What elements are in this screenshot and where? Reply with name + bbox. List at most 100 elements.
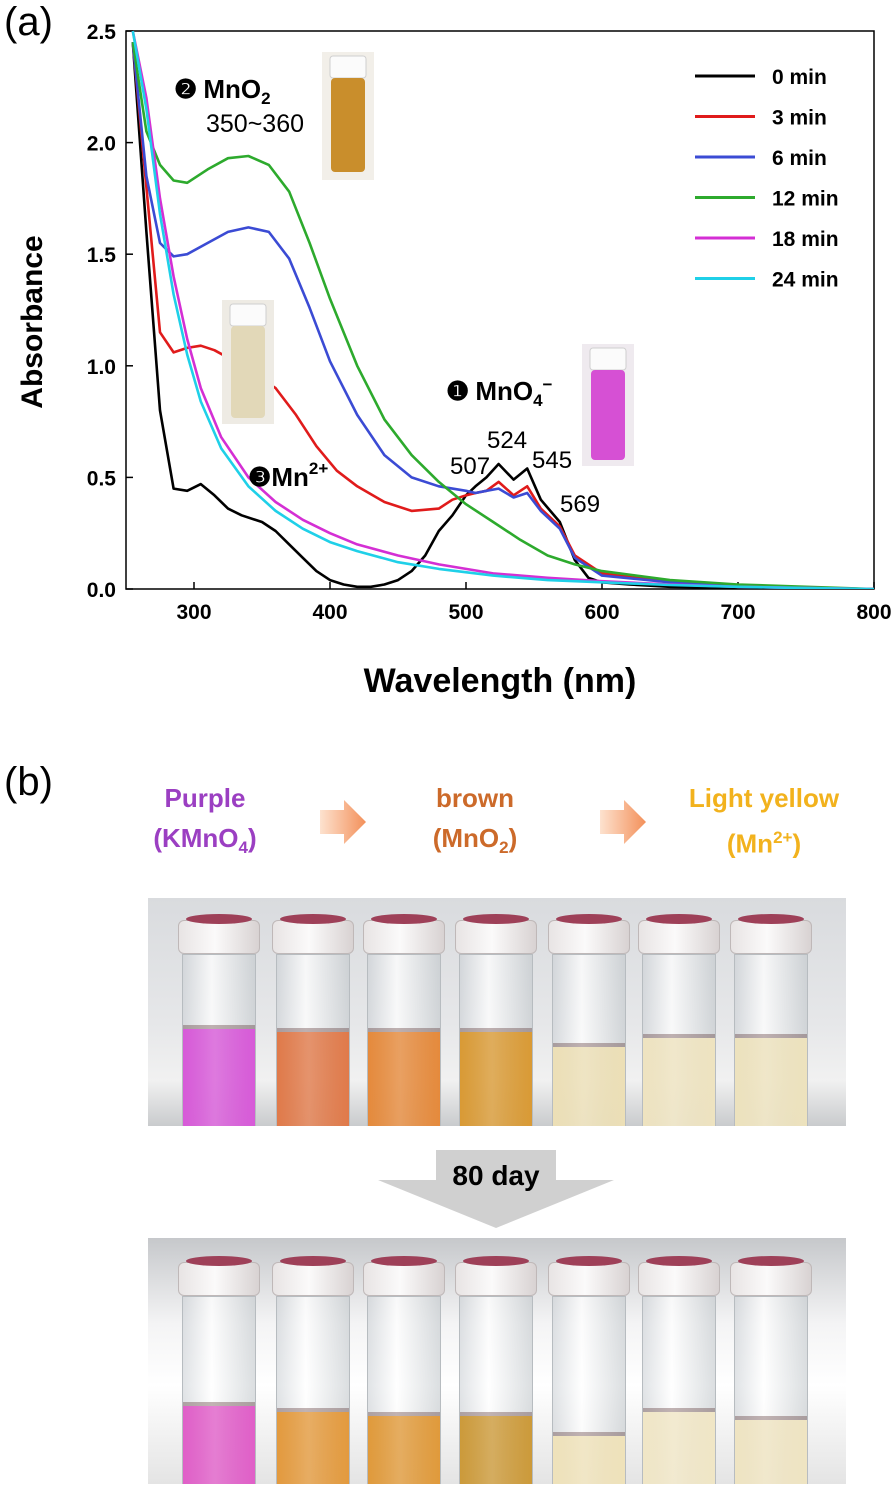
vial [363,914,445,1126]
vial-meniscus [553,1043,625,1047]
vial-liquid [277,1032,349,1126]
vial-cap [548,920,630,954]
flow-arrow-2-icon [600,800,646,844]
purple-name: Purple [164,783,246,813]
x-axis-label: Wavelength (nm) [364,662,637,700]
vial-cap [638,920,720,954]
vial-meniscus [460,1028,532,1033]
legend-label: 3 min [772,107,827,130]
mno4-annotation: ❶ MnO4− [446,375,553,410]
vial-seal [738,1256,804,1266]
purple-formula: (KMnO4) [153,823,257,858]
vial-cap [363,920,445,954]
peak-label-507: 507 [450,453,490,480]
vial [363,1256,445,1484]
vial-cap [178,1262,260,1296]
vial [272,914,354,1126]
panel-b-label: (b) [4,760,53,804]
legend: 0 min 3 min 6 min 12 min 18 min 24 min [695,66,839,292]
vial-cap [272,920,354,954]
vial [178,914,260,1126]
vial [638,1256,720,1484]
vial-liquid [553,1047,625,1126]
vial [548,1256,630,1484]
vial-cap [272,1262,354,1296]
vial-liquid [183,1405,255,1484]
vial-glass [642,1296,716,1484]
mno2-annotation: ❷ MnO2 [174,74,271,108]
axis-ticks: 300 400 500 600 700 800 0.0 0.5 1.0 1.5 2.0 2.5 [87,21,892,624]
vial [638,914,720,1126]
vial-liquid [368,1415,440,1484]
vial-meniscus [643,1407,715,1412]
inset-vial-mno2 [322,52,374,180]
vial [730,1256,812,1484]
vial-glass [367,954,441,1126]
series-lines [131,31,874,589]
legend-label: 12 min [772,188,839,211]
vial-cap [730,920,812,954]
x-tick-label: 400 [312,601,347,624]
vial [730,914,812,1126]
vial-liquid [735,1037,807,1126]
state-yellow-label: Light yellow (Mn2+) [664,778,864,864]
x-tick-label: 300 [176,601,211,624]
peak-label-545: 545 [532,447,572,474]
vial-seal [371,914,437,924]
vial-liquid [460,1032,532,1126]
vial-liquid [735,1419,807,1484]
down-arrow-icon [378,1150,614,1228]
panel-a-label: (a) [4,0,53,44]
vial-meniscus [643,1033,715,1038]
vial-meniscus [735,1033,807,1038]
vial [548,914,630,1126]
vial-liquid [460,1415,532,1484]
mno2-range-label: 350~360 [206,110,304,138]
vial-meniscus [368,1411,440,1416]
vial-glass [459,954,533,1126]
vial-cap [178,920,260,954]
vial-cap [730,1262,812,1296]
y-tick-label: 0.5 [87,467,117,490]
vial-meniscus [277,1028,349,1033]
yellow-formula: (Mn2+) [726,828,802,859]
y-axis-label: Absorbance [16,235,49,408]
vial-glass [182,954,256,1126]
vial-meniscus [460,1411,532,1416]
vial-seal [280,914,346,924]
vial-liquid [643,1411,715,1484]
vial-meniscus [735,1415,807,1420]
vial-meniscus [183,1401,255,1406]
vial-meniscus [553,1431,625,1436]
vial-seal [186,1256,252,1266]
vial [455,1256,537,1484]
series-line-6-min [131,42,874,589]
vial-seal [186,914,252,924]
vial-seal [371,1256,437,1266]
vials-photo-initial [148,898,846,1126]
y-tick-label: 2.0 [87,133,116,156]
vial-cap [455,1262,537,1296]
vial-cap [363,1262,445,1296]
vial-glass [276,1296,350,1484]
series-line-0-min [131,42,874,589]
vial-cap [548,1262,630,1296]
vial-meniscus [368,1028,440,1033]
vial-seal [556,1256,622,1266]
vial-seal [556,914,622,924]
vial-meniscus [277,1407,349,1412]
vials-photo-aged [148,1238,846,1484]
vial [455,914,537,1126]
vial-liquid [277,1411,349,1484]
absorbance-chart: 300 400 500 600 700 800 0.0 0.5 1.0 1.5 2.0 2.5 0 m… [16,21,892,700]
vial-glass [276,954,350,1126]
state-brown-label: brown (MnO2) [400,778,550,868]
vial-glass [552,1296,626,1484]
vial-seal [280,1256,346,1266]
flow-arrow-1-icon [320,800,366,844]
y-tick-label: 1.5 [87,244,117,267]
legend-label: 0 min [772,66,827,89]
vial-glass [642,954,716,1126]
x-tick-label: 800 [856,601,891,624]
yellow-name: Light yellow [688,783,840,813]
